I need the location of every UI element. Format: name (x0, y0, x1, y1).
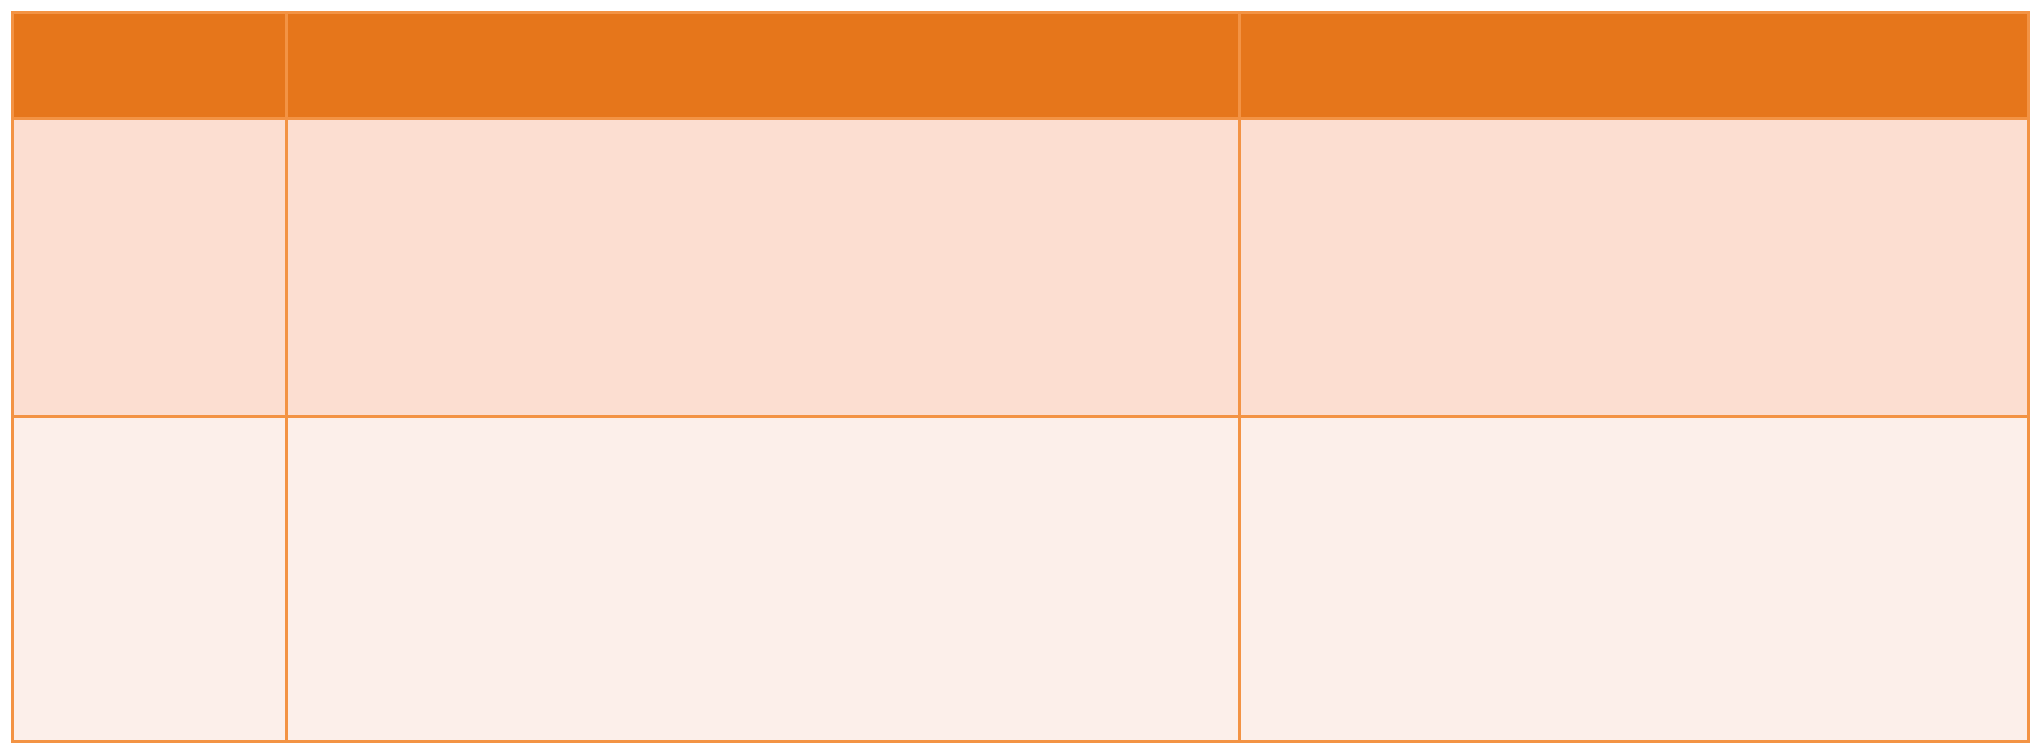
header-cell (285, 11, 1241, 120)
table-row (11, 415, 2030, 743)
table-cell (11, 117, 288, 418)
table-cell (11, 415, 288, 743)
table-cell (1238, 117, 2030, 418)
table-cell (285, 117, 1241, 418)
table-cell (1238, 415, 2030, 743)
header-cell (1238, 11, 2030, 120)
header-row (11, 11, 2030, 120)
table-row (11, 117, 2030, 418)
header-cell (11, 11, 288, 120)
data-table (11, 11, 2030, 743)
table-cell (285, 415, 1241, 743)
